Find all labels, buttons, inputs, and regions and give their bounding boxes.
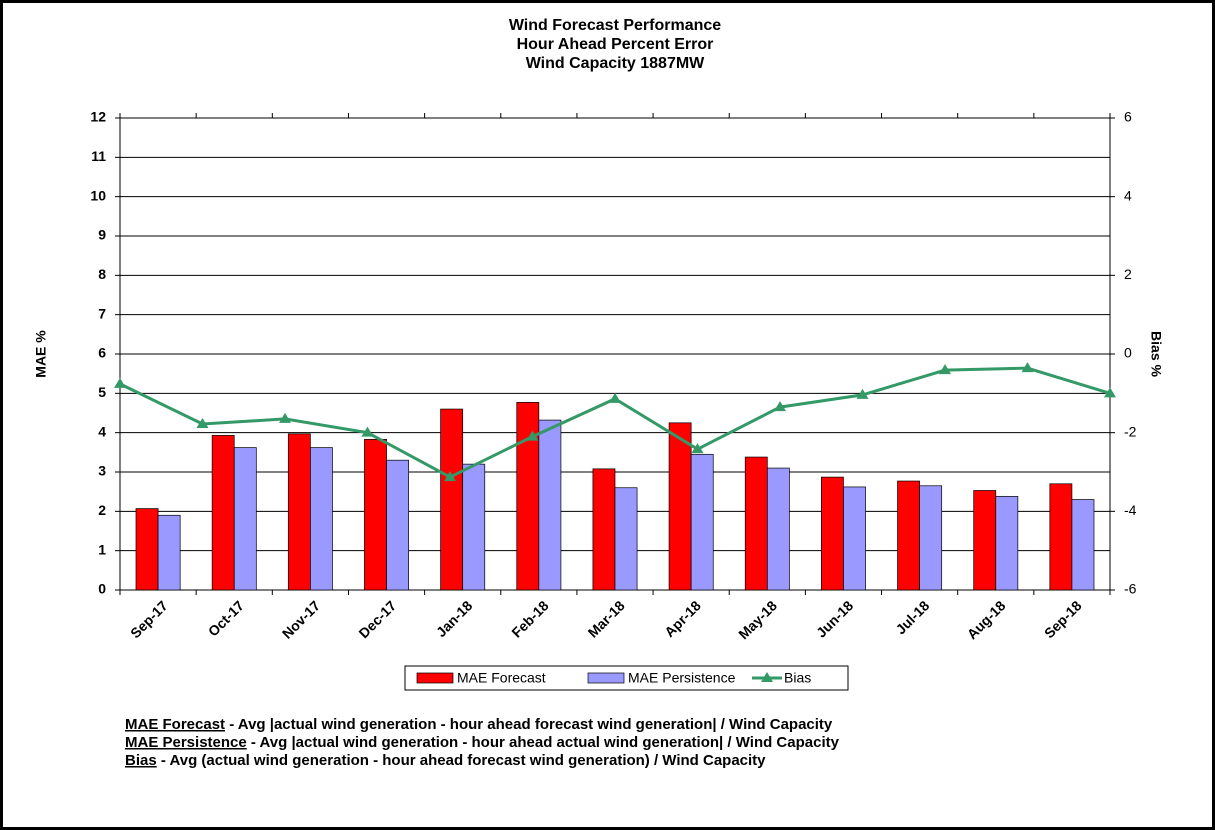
bar: [462, 463, 486, 591]
chart-title: Wind Capacity 1887MW: [526, 55, 705, 72]
bar: [135, 508, 159, 591]
legend-swatch: [587, 672, 625, 684]
bias-marker: [444, 471, 456, 482]
y-axis-label: MAE %: [33, 330, 49, 378]
note: Bias - Avg (actual wind generation - hou…: [125, 752, 766, 769]
bar: [843, 486, 866, 591]
note: MAE Forecast - Avg |actual wind generati…: [125, 716, 833, 733]
legend-swatch: [416, 672, 454, 684]
y-tick-label: 11: [91, 148, 106, 164]
bar: [614, 487, 638, 591]
y-tick-label: 0: [98, 581, 106, 597]
bar: [310, 447, 333, 591]
bar: [1049, 483, 1073, 591]
y2-tick-label: 0: [1124, 345, 1132, 361]
bar: [233, 447, 257, 591]
y-tick-label: 7: [98, 305, 106, 321]
bar: [766, 467, 790, 591]
note-term: MAE Forecast: [125, 716, 225, 733]
bar: [668, 422, 692, 591]
legend-label: Bias: [784, 670, 811, 686]
bias-marker: [526, 430, 539, 441]
bar: [516, 402, 540, 591]
legend-label: MAE Persistence: [628, 670, 736, 686]
bar: [973, 490, 997, 591]
y-tick-label: 5: [98, 384, 106, 400]
note-text: - Avg |actual wind generation - hour ahe…: [251, 734, 840, 751]
bar: [592, 468, 616, 591]
bar: [364, 439, 387, 591]
bar: [211, 435, 235, 591]
y-tick-label: 10: [90, 187, 106, 203]
chart-title: Wind Forecast Performance: [509, 17, 721, 34]
y-tick-label: 12: [90, 109, 106, 125]
note-term: Bias: [125, 752, 157, 769]
bias-marker: [1021, 362, 1034, 373]
note-text: - Avg (actual wind generation - hour ahe…: [161, 752, 766, 769]
bias-marker: [939, 364, 951, 375]
bar: [386, 459, 409, 591]
bar: [538, 419, 562, 591]
bar: [157, 514, 181, 591]
chart-title: Hour Ahead Percent Error: [517, 36, 714, 53]
y-tick-label: 6: [98, 345, 106, 361]
bar: [440, 408, 464, 591]
legend-label: MAE Forecast: [457, 670, 546, 686]
note-text: - Avg |actual wind generation - hour ahe…: [229, 716, 833, 733]
bar: [690, 453, 714, 591]
y-tick-label: 4: [98, 423, 106, 439]
bar: [919, 485, 943, 591]
bar: [744, 456, 768, 591]
note-term: MAE Persistence: [125, 734, 247, 751]
bias-marker: [1104, 387, 1116, 398]
bias-marker: [279, 412, 291, 423]
bias-marker: [361, 426, 374, 437]
y2-tick-label: 6: [1124, 109, 1132, 125]
y-tick-label: 8: [98, 266, 106, 282]
y2-tick-label: -2: [1124, 423, 1137, 439]
note: MAE Persistence - Avg |actual wind gener…: [125, 734, 840, 751]
y2-tick-label: 4: [1124, 187, 1132, 203]
y2-tick-label: -6: [1124, 581, 1137, 597]
bar: [995, 496, 1019, 591]
y-tick-label: 3: [98, 463, 106, 479]
y-tick-label: 2: [98, 502, 106, 518]
bias-marker: [114, 377, 126, 388]
bias-marker: [856, 388, 869, 399]
bar: [1071, 499, 1095, 591]
bar: [821, 476, 844, 591]
y2-tick-label: -4: [1124, 502, 1137, 518]
bias-marker: [196, 418, 209, 429]
bias-marker: [609, 392, 621, 403]
y-tick-label: 1: [98, 541, 106, 557]
notes: MAE Forecast - Avg |actual wind generati…: [125, 716, 840, 769]
y2-tick-label: 2: [1124, 266, 1132, 282]
bar: [897, 480, 920, 591]
legend-swatch: [761, 672, 773, 682]
bias-marker: [774, 401, 786, 412]
y2-axis-label: Bias %: [1148, 331, 1164, 377]
y-tick-label: 9: [98, 227, 106, 243]
bias-marker: [691, 443, 704, 454]
bar: [287, 433, 311, 591]
